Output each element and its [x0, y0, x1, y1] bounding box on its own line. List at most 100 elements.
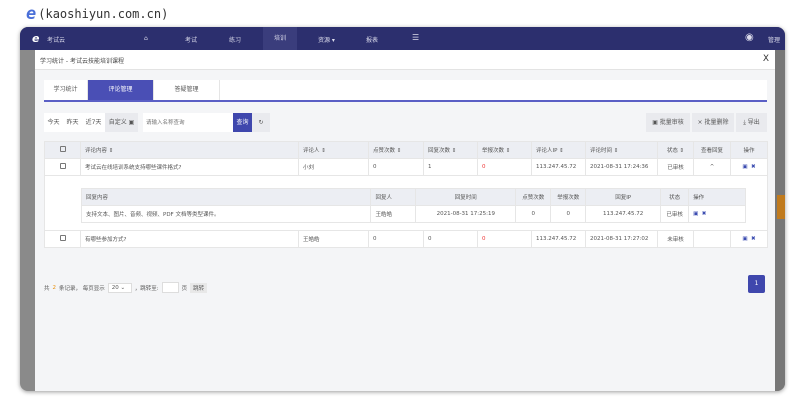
filter-last7[interactable]: 近7天 [82, 113, 105, 132]
reply-expand-row: 回复内容 回复人 回复时间 点赞次数 举报次数 回复IP 状态 操作 支持文本、… [44, 175, 768, 231]
page-1-button[interactable]: 1 [748, 275, 765, 293]
tab-qa-management[interactable]: 答疑管理 [154, 80, 220, 100]
nav-admin[interactable]: 管理 [768, 37, 781, 44]
scrollbar[interactable] [775, 50, 785, 391]
modal-title: 学习统计 - 考试云技能培训课程 [40, 58, 124, 65]
jump-button[interactable]: 跳转 [190, 282, 208, 293]
col-user[interactable]: 评论人 ⇕ [298, 141, 369, 159]
cell-user: 小刘 [298, 158, 369, 176]
col-time[interactable]: 评论时间 ⇕ [585, 141, 658, 159]
close-button[interactable]: X [762, 54, 769, 64]
col-reports[interactable]: 举报次数 ⇕ [477, 141, 532, 159]
filter-custom[interactable]: 自定义 ▣ [105, 113, 138, 132]
cell-actions: ▣ ✖ [730, 158, 768, 176]
col-content[interactable]: 评论内容 ⇕ [80, 141, 299, 159]
delete-icon[interactable]: ✖ [751, 236, 756, 242]
reply-col-status: 状态 [660, 188, 690, 206]
page-size-select[interactable]: 20 ⌄ [107, 282, 132, 293]
batch-review-button[interactable]: ▣ 批量审核 [646, 113, 690, 132]
batch-review-label: 批量审核 [659, 119, 684, 126]
filter-yesterday[interactable]: 昨天 [63, 113, 82, 132]
collapse-replies-icon[interactable]: ^ [693, 158, 731, 176]
filter-custom-label: 自定义 [108, 119, 127, 126]
row-checkbox[interactable] [44, 158, 81, 176]
cell-content: 考试云在线培训系统支持哪些课件格式? [80, 158, 299, 176]
jump-page-input[interactable] [161, 282, 179, 293]
page-size-value: 20 [111, 284, 119, 291]
cell-replies: 0 [423, 230, 478, 248]
reply-likes: 0 [515, 205, 552, 223]
reply-col-user: 回复人 [370, 188, 417, 206]
review-icon[interactable]: ▣ [693, 211, 699, 217]
reply-row: 支持文本、图片、音频、视频、PDF 文档等类型课件。 王皓皓 2021-08-3… [80, 205, 746, 223]
cell-likes: 0 [368, 158, 424, 176]
delete-icon[interactable]: ✖ [751, 164, 756, 170]
export-button[interactable]: ⤓ 导出 [736, 113, 767, 132]
reply-col-likes: 点赞次数 [515, 188, 552, 206]
reply-status: 已审核 [660, 205, 690, 223]
total-prefix: 共 [44, 285, 50, 292]
reply-ip: 113.247.45.72 [585, 205, 662, 223]
jump-label: ，跳转至: [134, 285, 159, 292]
reply-col-content: 回复内容 [80, 188, 372, 206]
top-nav: e 考试云 ⌂ 考试 练习 培训 资源 ▾ 报表 ☰ ◉ 管理 [20, 27, 785, 50]
tab-comment-management[interactable]: 评论管理 [88, 80, 154, 100]
col-view-replies: 查看回复 [693, 141, 731, 159]
pagination-info: 共 2 条记录， 每页显示 20 ⌄ ，跳转至: 页 跳转 [44, 282, 208, 293]
search-input[interactable] [143, 113, 233, 132]
search-button[interactable]: 查询 [233, 113, 252, 132]
modal: 学习统计 - 考试云技能培训课程 X 学习统计 评论管理 答疑管理 今天 昨天 近… [35, 50, 775, 391]
home-icon[interactable]: ⌂ [144, 35, 148, 42]
review-icon[interactable]: ▣ [742, 236, 748, 242]
batch-delete-label: 批量删除 [704, 119, 729, 126]
cell-likes: 0 [368, 230, 424, 248]
reply-content: 支持文本、图片、音频、视频、PDF 文档等类型课件。 [80, 205, 372, 223]
export-label: 导出 [747, 119, 760, 126]
col-ip[interactable]: 评论人IP ⇕ [531, 141, 586, 159]
tab-bar: 学习统计 评论管理 答疑管理 [44, 80, 767, 102]
cell-status: 未审核 [657, 230, 694, 248]
page-unit: 页 [181, 285, 188, 292]
user-icon[interactable]: ◉ [745, 32, 754, 43]
cell-reports: 0 [477, 230, 532, 248]
cell-actions: ▣ ✖ [730, 230, 768, 248]
col-status[interactable]: 状态 ⇕ [657, 141, 694, 159]
row-checkbox[interactable] [44, 230, 81, 248]
reply-user: 王皓皓 [370, 205, 417, 223]
cell-ip: 113.247.45.72 [531, 158, 586, 176]
table-header: 评论内容 ⇕ 评论人 ⇕ 点赞次数 ⇕ 回复次数 ⇕ 举报次数 ⇕ 评论人IP … [44, 141, 768, 159]
cell-reports: 0 [477, 158, 532, 176]
cell-ip: 113.247.45.72 [531, 230, 586, 248]
x-icon: × [697, 119, 703, 126]
batch-delete-button[interactable]: × 批量删除 [692, 113, 734, 132]
side-float-tab[interactable] [777, 195, 785, 219]
calendar-check-icon: ▣ [652, 119, 658, 126]
refresh-icon[interactable]: ↻ [252, 113, 270, 132]
reply-col-ip: 回复IP [585, 188, 662, 206]
calendar-icon: ▣ [128, 119, 135, 126]
tab-study-stats[interactable]: 学习统计 [44, 80, 88, 100]
cell-replies: 1 [423, 158, 478, 176]
reply-reports: 0 [550, 205, 587, 223]
delete-icon[interactable]: ✖ [701, 211, 707, 217]
modal-header: 学习统计 - 考试云技能培训课程 X [35, 50, 775, 70]
nav-practice[interactable]: 练习 [229, 37, 242, 44]
col-likes[interactable]: 点赞次数 ⇕ [368, 141, 424, 159]
filter-today[interactable]: 今天 [44, 113, 63, 132]
review-icon[interactable]: ▣ [742, 164, 748, 170]
brand-logo-icon: e [32, 32, 40, 45]
table-row: 考试云在线培训系统支持哪些课件格式? 小刘 0 1 0 113.247.45.7… [44, 158, 768, 176]
cell-time: 2021-08-31 17:27:02 [585, 230, 658, 248]
col-replies[interactable]: 回复次数 ⇕ [423, 141, 478, 159]
nav-exam[interactable]: 考试 [185, 37, 198, 44]
browser-window: e 考试云 ⌂ 考试 练习 培训 资源 ▾ 报表 ☰ ◉ 管理 学习统计 - 考… [20, 27, 785, 391]
reply-col-reports: 举报次数 [550, 188, 587, 206]
menu-icon[interactable]: ☰ [412, 33, 420, 42]
nav-reports[interactable]: 报表 [366, 37, 379, 44]
nav-resources[interactable]: 资源 ▾ [318, 37, 335, 44]
cell-view-replies [693, 230, 731, 248]
cell-user: 王皓皓 [298, 230, 369, 248]
nav-training[interactable]: 培训 [263, 27, 297, 50]
select-all-checkbox[interactable] [44, 141, 81, 159]
logo-e-icon: e [26, 4, 37, 24]
